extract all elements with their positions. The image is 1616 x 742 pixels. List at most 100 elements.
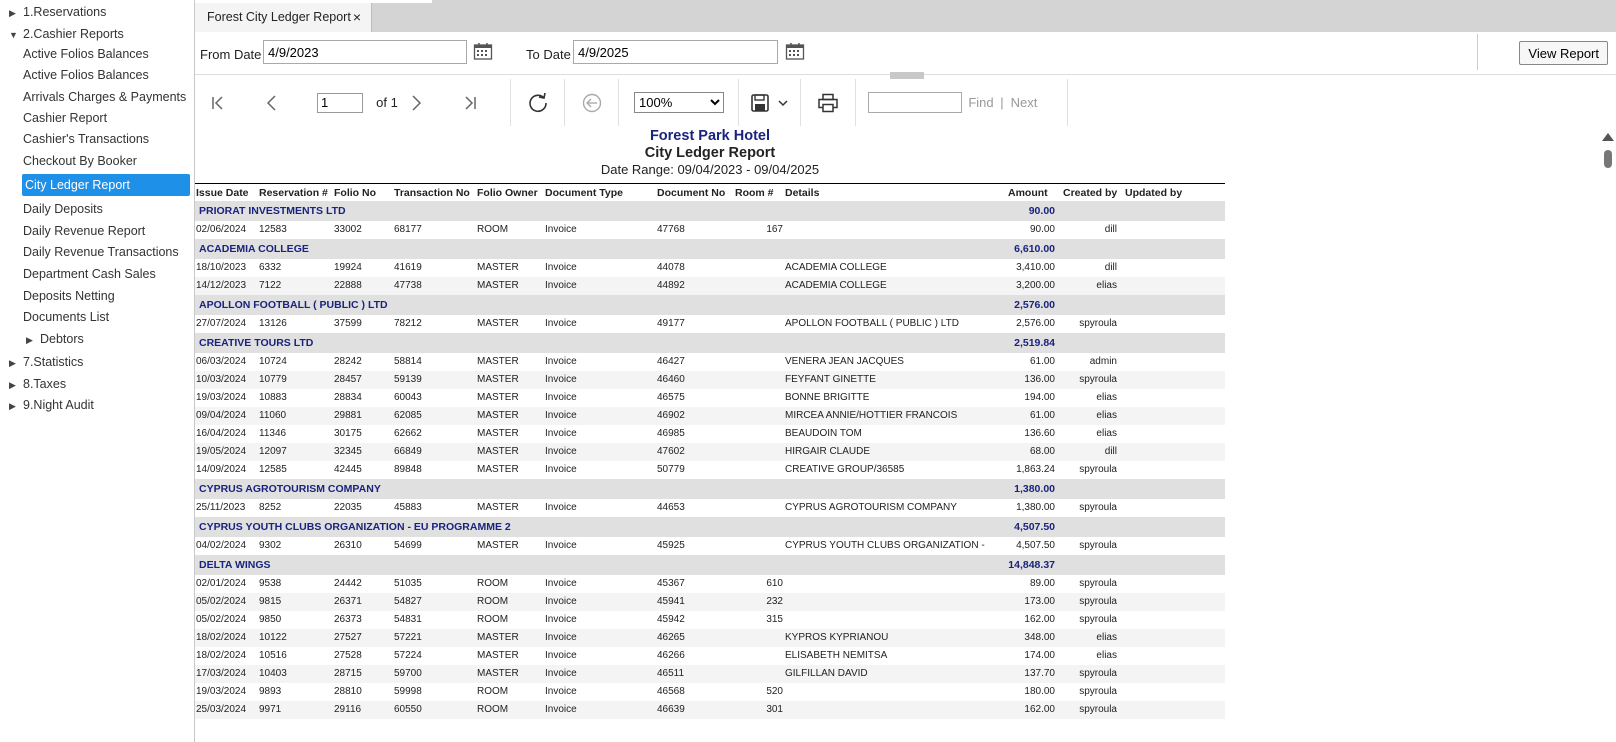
group-header-row: ACADEMIA COLLEGE 6,610.00 <box>195 239 1225 259</box>
tab-city-ledger-report[interactable]: Forest City Ledger Report × <box>195 3 372 32</box>
sidebar-item-label: Daily Deposits <box>23 202 103 216</box>
table-cell: 26371 <box>334 596 362 607</box>
table-cell: 348.00 <box>1024 632 1055 643</box>
sidebar-item-label: Cashier's Transactions <box>23 132 150 146</box>
zoom-select[interactable]: 100% <box>634 92 724 113</box>
from-date-calendar-icon[interactable] <box>473 42 493 60</box>
previous-page-button[interactable] <box>259 79 285 126</box>
find-next-button[interactable]: Next <box>1007 79 1041 126</box>
table-cell: 27/07/2024 <box>196 318 247 329</box>
zoom-control: 100% <box>619 79 739 126</box>
last-page-button[interactable] <box>457 79 483 126</box>
table-cell: 45925 <box>657 540 685 551</box>
sidebar-item-deposits-netting[interactable]: Deposits Netting <box>23 289 115 303</box>
table-cell: spyroula <box>1079 540 1117 551</box>
sidebar-item-daily-deposits[interactable]: Daily Deposits <box>23 202 103 216</box>
caret-down-icon[interactable]: ▼ <box>9 30 18 40</box>
column-header: Folio No <box>334 187 376 199</box>
table-cell: 51035 <box>394 578 422 589</box>
table-cell: 10122 <box>259 632 287 643</box>
tree-folder-9-night-audit[interactable]: ▶ 9.Night Audit <box>9 398 94 412</box>
find-button[interactable]: Find <box>965 79 997 126</box>
table-cell: Invoice <box>545 374 577 385</box>
sidebar-item-city-ledger-report[interactable]: City Ledger Report <box>22 174 190 196</box>
table-cell: 54827 <box>394 596 422 607</box>
group-total: 6,610.00 <box>1014 243 1055 255</box>
table-cell: 46575 <box>657 392 685 403</box>
group-header-row: DELTA WINGS 14,848.37 <box>195 555 1225 575</box>
export-button[interactable] <box>739 79 801 126</box>
table-cell: 47602 <box>657 446 685 457</box>
sidebar-item-daily-revenue-report[interactable]: Daily Revenue Report <box>23 224 145 238</box>
print-button[interactable] <box>801 79 855 126</box>
refresh-icon <box>529 92 547 112</box>
scroll-up-icon[interactable] <box>1600 130 1616 144</box>
caret-right-icon[interactable]: ▶ <box>9 8 16 18</box>
parameters-collapse-handle[interactable] <box>890 72 924 79</box>
table-cell: KYPROS KYPRIANOU <box>785 632 889 643</box>
sidebar-item-active-folios-balances[interactable]: Active Folios Balances <box>23 47 149 61</box>
column-header: Updated by <box>1125 187 1183 199</box>
table-cell: 14/09/2024 <box>196 464 247 475</box>
table-cell: 28715 <box>334 668 362 679</box>
table-cell: MASTER <box>477 668 519 679</box>
table-cell: 89.00 <box>1029 578 1055 589</box>
first-page-button[interactable] <box>205 79 231 126</box>
sidebar-item-arrivals-charges-payments[interactable]: Arrivals Charges & Payments <box>23 90 186 104</box>
sidebar-item-active-folios-balances[interactable]: Active Folios Balances <box>23 68 149 82</box>
back-to-parent-button[interactable] <box>565 79 619 126</box>
table-cell: 10403 <box>259 668 287 679</box>
caret-right-icon[interactable]: ▶ <box>26 335 33 345</box>
table-cell: Invoice <box>545 262 577 273</box>
table-row: 02/01/2024 9538 24442 51035 ROOM Invoice 45367… <box>195 575 1225 593</box>
find-input[interactable] <box>868 92 962 113</box>
sidebar-item-cashier-report[interactable]: Cashier Report <box>23 111 107 125</box>
table-cell: spyroula <box>1079 614 1117 625</box>
table-cell: Invoice <box>545 632 577 643</box>
to-date-input[interactable] <box>573 40 778 64</box>
table-cell: ROOM <box>477 578 509 589</box>
view-report-button[interactable]: View Report <box>1519 41 1608 65</box>
table-cell: 04/02/2024 <box>196 540 247 551</box>
caret-right-icon[interactable]: ▶ <box>9 401 16 411</box>
table-cell: MIRCEA ANNIE/HOTTIER FRANCOIS <box>785 410 958 421</box>
to-date-calendar-icon[interactable] <box>785 42 805 60</box>
next-page-button[interactable] <box>403 79 429 126</box>
table-cell: elias <box>1096 428 1117 439</box>
table-cell: MASTER <box>477 428 519 439</box>
table-cell: 173.00 <box>1024 596 1055 607</box>
table-cell: 30175 <box>334 428 362 439</box>
tree-folder-8-taxes[interactable]: ▶ 8.Taxes <box>9 377 66 391</box>
table-cell: elias <box>1096 632 1117 643</box>
sidebar-item-department-cash-sales[interactable]: Department Cash Sales <box>23 267 156 281</box>
table-cell: 27528 <box>334 650 362 661</box>
refresh-button[interactable] <box>511 79 565 126</box>
sidebar-item-documents-list[interactable]: Documents List <box>23 310 109 324</box>
sidebar-item-checkout-by-booker[interactable]: Checkout By Booker <box>23 154 137 168</box>
table-cell: MASTER <box>477 632 519 643</box>
from-date-input[interactable] <box>263 40 467 64</box>
table-cell: 26373 <box>334 614 362 625</box>
table-cell: spyroula <box>1079 374 1117 385</box>
table-cell: 37599 <box>334 318 362 329</box>
report-vertical-scrollbar[interactable] <box>1600 126 1616 742</box>
toolbar-divider <box>618 79 619 126</box>
sidebar-item-cashier-s-transactions[interactable]: Cashier's Transactions <box>23 132 149 146</box>
sidebar-item-label: Department Cash Sales <box>23 267 156 281</box>
table-cell: 28834 <box>334 392 362 403</box>
table-cell: 10724 <box>259 356 287 367</box>
table-cell: 68177 <box>394 224 422 235</box>
sidebar-item-daily-revenue-transactions[interactable]: Daily Revenue Transactions <box>23 245 179 259</box>
caret-right-icon[interactable]: ▶ <box>9 358 16 368</box>
tree-folder-7-statistics[interactable]: ▶ 7.Statistics <box>9 355 83 369</box>
tree-folder-1-reservations[interactable]: ▶ 1.Reservations <box>9 5 106 19</box>
tree-folder-2-cashier-reports[interactable]: ▼ 2.Cashier Reports <box>9 27 124 41</box>
tree-folder-debtors[interactable]: ▶ Debtors <box>26 332 84 346</box>
page-number-input[interactable] <box>317 92 363 113</box>
caret-right-icon[interactable]: ▶ <box>9 380 16 390</box>
scrollbar-thumb[interactable] <box>1604 150 1612 168</box>
table-cell: 194.00 <box>1024 392 1055 403</box>
sidebar-item-label: Checkout By Booker <box>23 154 137 168</box>
close-tab-icon[interactable]: × <box>352 9 361 25</box>
toolbar-divider <box>1067 79 1068 126</box>
